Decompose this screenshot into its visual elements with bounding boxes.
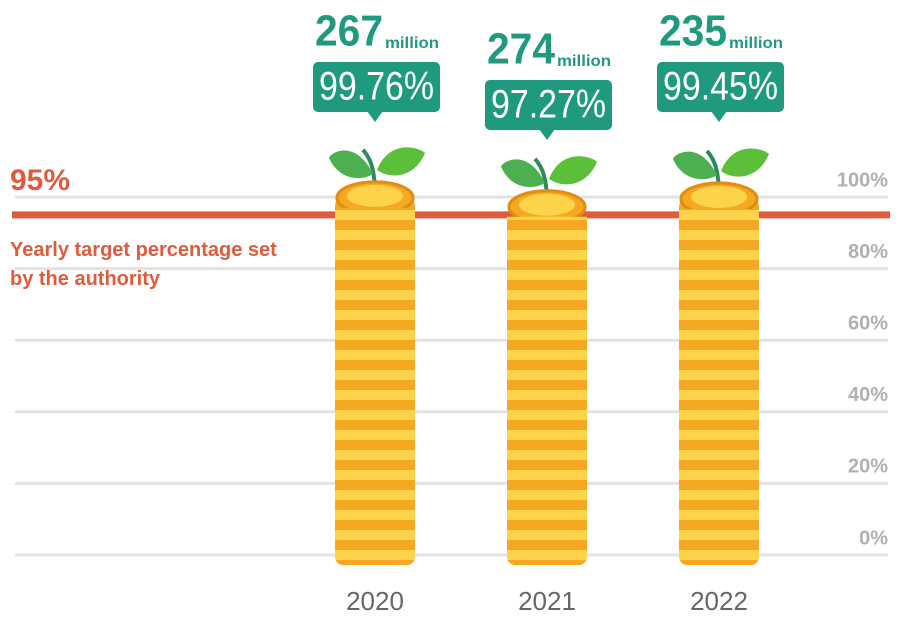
coin-band (507, 216, 587, 237)
y-tick-label: 80% (848, 241, 888, 263)
target-label: 95% (10, 164, 70, 197)
y-tick-label: 20% (848, 456, 888, 478)
callout-pointer (539, 129, 555, 140)
value-label: 99.76% (319, 65, 434, 109)
leaf (721, 148, 769, 177)
coin-band (679, 208, 759, 237)
value-label: 97.27% (491, 83, 606, 127)
count-label: 274 (487, 25, 555, 74)
y-tick-label: 40% (848, 384, 888, 406)
target-text: Yearly target percentage set by the auth… (10, 239, 277, 290)
callout-box (313, 62, 440, 112)
coin-stack (335, 197, 415, 566)
x-tick-label: 2020 (346, 586, 404, 616)
y-tick-label: 0% (859, 527, 888, 549)
count-unit: million (557, 53, 611, 70)
coin-stack (679, 198, 759, 565)
callout-pointer (367, 111, 383, 122)
count-unit: million (729, 35, 783, 52)
x-tick-label: 2021 (518, 586, 576, 616)
y-tick-label: 60% (848, 312, 888, 334)
coin-face (519, 193, 575, 216)
count-label: 267 (315, 7, 383, 56)
coin-stack (507, 206, 587, 565)
callout-box (485, 80, 612, 130)
leaf (501, 159, 545, 187)
coin-face (347, 184, 403, 207)
callout-pointer (711, 111, 727, 122)
callout-box (657, 62, 784, 112)
leaf (377, 147, 425, 176)
coin-band (335, 207, 415, 237)
leaf (329, 150, 373, 179)
value-label: 99.45% (663, 65, 778, 109)
leaf (549, 156, 597, 185)
y-tick-label: 100% (837, 169, 888, 191)
coin-face (691, 185, 747, 208)
count-label: 235 (659, 7, 727, 56)
x-tick-label: 2022 (690, 586, 748, 616)
leaf (673, 151, 717, 180)
count-unit: million (385, 35, 439, 52)
